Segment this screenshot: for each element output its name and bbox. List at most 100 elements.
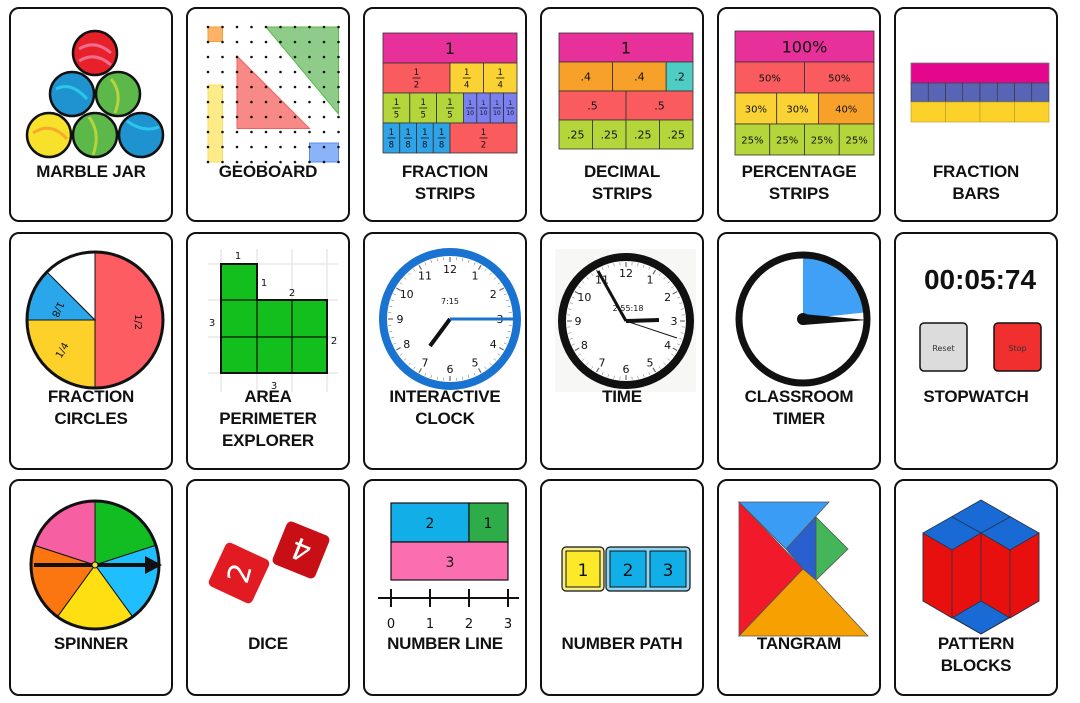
clock-numeral: 1 (472, 270, 479, 283)
geoboard-peg (206, 115, 210, 119)
geoboard-peg (293, 25, 297, 29)
strip-segment (734, 61, 805, 94)
strip-denominator: 8 (439, 141, 444, 151)
geoboard-peg (206, 25, 210, 29)
clock-tick (578, 286, 581, 289)
clock-numeral: 5 (472, 356, 479, 369)
geoboard-peg (308, 70, 311, 74)
geoboard-peg (293, 40, 297, 44)
clock-tick (503, 293, 507, 296)
strip-segment (804, 61, 875, 94)
clock-numeral: 7 (422, 356, 429, 369)
strip-label: .25 (668, 129, 686, 142)
geoboard-peg (337, 85, 340, 89)
geoboard-peg (221, 85, 224, 89)
block-label: 1 (484, 516, 493, 532)
strip-label: 40% (835, 105, 857, 116)
tile-3 (649, 550, 687, 588)
clock-numeral: 10 (400, 288, 414, 301)
strip-segment (558, 119, 593, 150)
clock-tick (667, 281, 671, 284)
geoboard-peg (322, 130, 326, 134)
clock-tick (403, 358, 407, 361)
geoboard-peg (322, 55, 326, 59)
card-geoboard[interactable]: GEOBOARD (186, 7, 350, 222)
card-time[interactable]: 121234567891011 2:55:18 TIME (540, 232, 704, 470)
clock-tick (493, 277, 497, 280)
geoboard-peg (235, 85, 239, 89)
decimal-strips-illustration: 1.4.4.2.5.5.25.25.25.25 (558, 32, 694, 150)
strip-numerator: 1 (481, 128, 486, 138)
clock-tick (418, 368, 423, 373)
spinner-arrow-head (145, 556, 162, 574)
card-marble-jar[interactable]: MARBLE JAR (9, 7, 173, 222)
card-fraction-circles[interactable]: 1/2 1/4 1/8 FRACTION CIRCLES (9, 232, 173, 470)
strip-denominator: 4 (498, 81, 503, 91)
card-percentage-strips[interactable]: 100% 50% 50% 30% 30% 40% 25% 25% 25% 25% PERCENTA… (717, 7, 881, 222)
geoboard-peg (250, 115, 253, 119)
clock-tick (667, 358, 671, 361)
card-spinner[interactable]: SPINNER (9, 479, 173, 696)
geoboard-peg (293, 55, 297, 59)
card-number-path[interactable]: 1 2 3 NUMBER PATH (540, 479, 704, 696)
green-triangle (264, 26, 339, 116)
geoboard-peg (235, 25, 239, 29)
strip-segment (558, 32, 694, 63)
block-label: 3 (446, 555, 455, 571)
clock-tick (497, 353, 501, 356)
geoboard-peg (322, 40, 326, 44)
card-classroom-timer[interactable]: CLASSROOM TIMER (717, 232, 881, 470)
card-label: NUMBER LINE (387, 634, 503, 653)
clock-tick (574, 347, 580, 352)
strip-numerator: 1 (405, 128, 410, 138)
clock-numeral: 12 (443, 263, 457, 276)
card-interactive-clock[interactable]: 121234567891011 7:15 INTERACTIVE CLOCK (363, 232, 527, 470)
clock-numeral: 8 (581, 339, 588, 352)
strip-label: .5 (587, 100, 598, 113)
card-pattern-blocks[interactable]: PATTERN BLOCKS (894, 479, 1058, 696)
clock-tick (581, 358, 585, 361)
card-fraction-strips[interactable]: 1 1 2 1 4 1 4 1 5 1 5 1 5 1 10 1 10 1 10 1 10 1 8 1 8 1 8 1 8 1 2 FRAC… (363, 7, 527, 222)
marble-jar-illustration (25, 29, 165, 159)
orange-square (207, 26, 223, 42)
marble-blue (117, 111, 165, 159)
strip-denominator: 4 (464, 81, 469, 91)
geoboard-peg (221, 25, 224, 29)
clock-tick (677, 296, 681, 299)
strip-denominator: 5 (447, 111, 452, 121)
clock-tick (489, 362, 492, 366)
clock-numeral: 11 (418, 270, 432, 283)
geoboard-peg (322, 160, 326, 164)
geoboard-peg (337, 70, 340, 74)
card-number-line[interactable]: 2 1 3 0 1 2 3 NUMBER LINE (363, 479, 527, 696)
card-area-perimeter-explorer[interactable]: 1 1 2 3 2 3 AREA PERIMETER EXPLORER (186, 232, 350, 470)
clock-tick (462, 258, 464, 262)
geoboard-peg (264, 70, 268, 74)
card-tangram[interactable]: TANGRAM (717, 479, 881, 696)
geoboard-peg (250, 70, 253, 74)
clock-tick (499, 287, 504, 292)
card-label: STOPWATCH (923, 387, 1029, 406)
strip-label: .4 (634, 71, 645, 84)
geoboard-peg (322, 145, 326, 149)
card-dice[interactable]: 2 4 DICE (186, 479, 350, 696)
card-fraction-bars[interactable]: FRACTION BARS (894, 7, 1058, 222)
clock-tick (489, 272, 492, 276)
geoboard-peg (235, 145, 239, 149)
geoboard-peg (264, 145, 268, 149)
card-label: FRACTION CIRCLES (47, 387, 135, 428)
clock-numeral: 12 (619, 267, 633, 280)
strip-denominator: 10 (506, 110, 514, 117)
geoboard-peg (293, 70, 297, 74)
strip-numerator: 1 (468, 100, 472, 107)
geoboard-peg (206, 85, 210, 89)
geoboard-peg (206, 160, 210, 164)
strip-numerator: 1 (414, 68, 419, 78)
edge-label: 3 (209, 318, 215, 329)
strip-segment (612, 61, 667, 92)
card-decimal-strips[interactable]: 1.4.4.2.5.5.25.25.25.25 DECIMAL STRIPS (540, 7, 704, 222)
clock-tick (507, 305, 511, 307)
card-stopwatch[interactable]: 00:05:74 Reset Stop STOPWATCH (894, 232, 1058, 470)
strip-numerator: 1 (482, 100, 486, 107)
